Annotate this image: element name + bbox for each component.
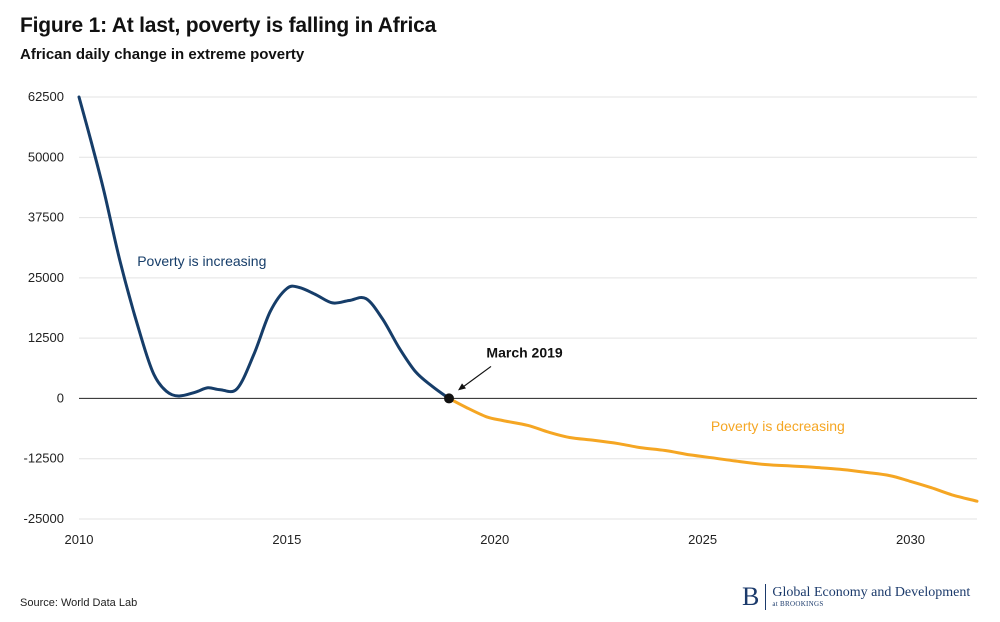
y-tick-label: 62500 [28, 89, 64, 104]
brand-letter: B [742, 584, 767, 610]
chart-title: Figure 1: At last, poverty is falling in… [20, 14, 437, 37]
y-tick-label: -25000 [24, 511, 64, 526]
annotation-march-2019: March 2019 [486, 344, 562, 360]
y-tick-label: 37500 [28, 210, 64, 225]
march-2019-marker [444, 393, 455, 404]
chart-subtitle: African daily change in extreme poverty [20, 46, 305, 63]
x-tick-label: 2030 [896, 532, 925, 547]
series-line-increasing [77, 95, 451, 400]
y-tick-label: 0 [57, 390, 64, 405]
annotation-increasing: Poverty is increasing [137, 253, 266, 269]
annotation-arrow [460, 365, 492, 389]
brookings-logo: B Global Economy and Development at BROO… [742, 582, 970, 612]
y-tick-label: -12500 [24, 451, 64, 466]
x-tick-label: 2020 [480, 532, 509, 547]
y-tick-label: 50000 [28, 149, 64, 164]
x-tick-label: 2025 [688, 532, 717, 547]
y-tick-label: 12500 [28, 330, 64, 345]
series-line-decreasing [447, 396, 979, 503]
annotation-decreasing: Poverty is decreasing [711, 418, 845, 434]
brand-name: Global Economy and Development [772, 585, 971, 601]
annotation-arrowhead [458, 383, 467, 391]
y-tick-label: 25000 [28, 270, 64, 285]
source-note: Source: World Data Lab [20, 597, 138, 609]
brand-sub: at BROOKINGS [772, 599, 824, 608]
x-tick-label: 2015 [272, 532, 301, 547]
x-tick-label: 2010 [65, 532, 94, 547]
